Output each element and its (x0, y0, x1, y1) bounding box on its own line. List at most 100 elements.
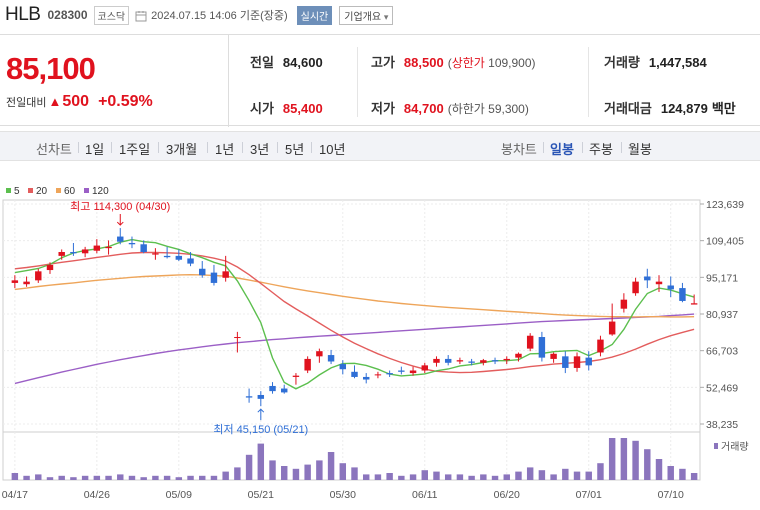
tab-3y[interactable]: 3년 (250, 142, 270, 157)
low-annotation: 최저 45,150 (05/21) (213, 423, 308, 436)
candle (632, 277, 639, 296)
candle-body (679, 288, 686, 301)
plot-frame (2, 199, 701, 481)
price-summary: 85,100 전일대비 ▲ 500 +0.59% 전일 84,600 시가 85,4… (0, 34, 760, 127)
candlestick-chart: 5 20 60 120 123,639 109,405 95,171 80,937 66,703… (2, 186, 749, 501)
tab-1w[interactable]: 1주일 (119, 142, 151, 157)
candle (117, 228, 124, 245)
candle (491, 357, 499, 365)
volume-bar (409, 474, 417, 480)
stock-code: 028300 (47, 8, 88, 22)
chart-tabs: 선차트 1일 1주일 3개월 1년 3년 5년 10년 봉차트 일봉 주봉 월봉 (0, 131, 760, 161)
volume-bar (222, 471, 229, 480)
volume-bar (152, 475, 159, 480)
candle (316, 348, 323, 363)
tab-10y[interactable]: 10년 (319, 142, 346, 157)
ma60-line (14, 273, 695, 318)
volume-bar (362, 474, 370, 480)
y-tick-label-4: 66,703 (706, 346, 738, 358)
realtime-button[interactable]: 실시간 (296, 5, 333, 25)
legend-label-3: 120 (92, 186, 109, 197)
candle-body (550, 353, 557, 359)
candle (105, 240, 112, 255)
candle-body (444, 358, 452, 363)
candle-body (140, 244, 147, 253)
candle (690, 294, 698, 305)
volume-bar (11, 473, 19, 480)
candle-body (327, 355, 335, 362)
candle-body (105, 246, 112, 249)
legend-swatch-0 (6, 188, 11, 193)
volume-bar (339, 463, 347, 480)
volume-bar (269, 460, 276, 480)
x-tick-label-3: 05/21 (248, 489, 274, 501)
x-tick-label-4: 05/30 (330, 489, 356, 501)
volume-bar (257, 443, 265, 480)
tab-5y[interactable]: 5년 (285, 142, 305, 157)
candle (421, 362, 428, 374)
candle-body (562, 356, 569, 368)
legend-label-0: 5 (14, 186, 20, 197)
volume-bar (444, 474, 452, 480)
candle-body (644, 276, 651, 281)
candle-body (526, 335, 534, 349)
tab-daily-candle[interactable]: 일봉 (550, 142, 574, 157)
candle (351, 365, 358, 379)
candle (281, 384, 288, 394)
tab-monthly-candle[interactable]: 월봉 (628, 142, 652, 157)
volume-bar (620, 438, 628, 480)
candle-body (163, 255, 171, 258)
candle (362, 373, 370, 384)
tab-1d[interactable]: 1일 (85, 142, 105, 157)
candle (81, 246, 89, 258)
candle (234, 331, 241, 353)
tab-1y[interactable]: 1년 (215, 142, 235, 157)
candle-body (362, 376, 370, 380)
candle-chart-label: 봉차트 (501, 142, 537, 157)
volume-bar (667, 466, 674, 480)
candle-body (491, 360, 499, 362)
candle-body (11, 280, 19, 283)
candle (468, 358, 475, 366)
volume-bar (128, 475, 136, 480)
x-tick-label-7: 07/01 (576, 489, 602, 501)
candle-body (93, 245, 101, 251)
y-tick-label-2: 95,171 (706, 272, 738, 284)
candle (620, 293, 628, 313)
candle (644, 268, 651, 289)
volume-bar (81, 475, 89, 480)
line-chart-label: 선차트 (36, 142, 72, 157)
y-tick-label-0: 123,639 (706, 199, 744, 211)
tab-3m[interactable]: 3개월 (166, 142, 198, 157)
candle (269, 382, 276, 394)
high-annotation: 최고 114,300 (04/30) (70, 200, 170, 213)
candle-body (70, 252, 77, 254)
candle-body (667, 285, 674, 290)
volume-bar (398, 475, 405, 480)
candle (199, 261, 206, 278)
volume-bar (187, 475, 194, 480)
legend-label-1: 20 (36, 186, 48, 197)
change-percent: +0.59% (98, 93, 153, 110)
candle (608, 303, 616, 336)
candle (11, 275, 19, 289)
volume-bar (281, 466, 288, 480)
volume-bar (304, 464, 311, 480)
tab-weekly-candle[interactable]: 주봉 (589, 142, 613, 157)
candle-body (538, 337, 546, 358)
company-info-dropdown[interactable]: 기업개요 ▾ (339, 5, 394, 25)
candle (152, 248, 159, 260)
candle-body (351, 371, 358, 377)
y-tick-label-6: 38,235 (706, 419, 738, 431)
candle-body (269, 385, 276, 392)
candle-body (503, 358, 510, 361)
candle (585, 351, 592, 371)
candle-body (433, 358, 440, 363)
candle (538, 331, 546, 362)
candle (304, 356, 311, 374)
y-tick-label-1: 109,405 (706, 236, 744, 248)
stock-header: HLB 028300 코스닥 2024.07.15 14:06 기준(장중) 실… (0, 0, 760, 30)
candle (597, 335, 604, 357)
candle-body (222, 271, 229, 278)
candle (374, 371, 382, 379)
